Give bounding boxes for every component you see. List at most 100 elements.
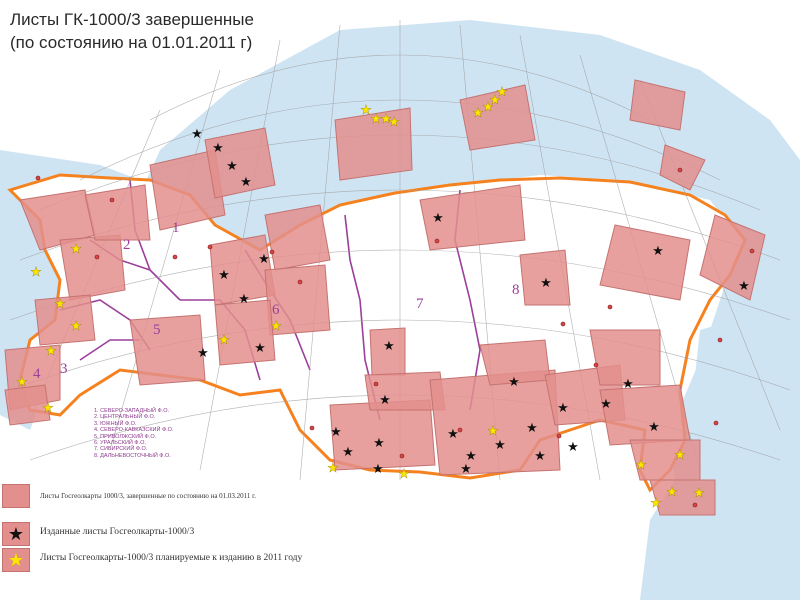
- sheet-centroid-dots: [35, 167, 755, 508]
- black-star-icon: ★: [494, 438, 506, 453]
- sheet: [649, 479, 716, 516]
- black-star-icon: ★: [226, 159, 238, 174]
- black-star-icon: ★: [557, 401, 569, 416]
- sheet: [84, 184, 151, 241]
- black-star-icon: ★: [622, 377, 634, 392]
- black-star-icon: ★: [240, 175, 252, 190]
- yellow-star-icon: ★: [489, 93, 501, 108]
- sheet: [264, 204, 331, 271]
- pacific-ocean: [660, 300, 800, 600]
- yellow-star-icon: ★: [650, 496, 662, 511]
- yellow-star-icon: ★: [674, 448, 686, 463]
- yellow-star-icon: ★: [398, 467, 410, 482]
- black-star-icon: ★: [373, 436, 385, 451]
- sheet: [214, 299, 276, 366]
- sheet: [149, 149, 226, 231]
- black-star-icon: ★: [652, 244, 664, 259]
- district-number: 2: [123, 237, 131, 253]
- black-star-icon: ★: [212, 141, 224, 156]
- planned-sheet-markers: ★ ★ ★ ★ ★ ★ ★ ★ ★ ★ ★ ★ ★ ★ ★ ★ ★ ★ ★ ★ …: [16, 85, 705, 511]
- yellow-star-icon: ★: [45, 344, 57, 359]
- yellow-star-icon: ★: [70, 242, 82, 257]
- black-star-icon: ★: [218, 268, 230, 283]
- black-star-icon: ★: [447, 427, 459, 442]
- yellow-star-icon: ★: [482, 100, 494, 115]
- sheet: [599, 384, 691, 446]
- yellow-star-icon: ★: [30, 265, 42, 280]
- sheet: [204, 127, 276, 199]
- title-line-1: Листы ГК-1000/3 завершенные: [10, 10, 254, 29]
- black-star-icon: ★: [738, 279, 750, 294]
- district-numbers: 1 2 3 4 5 6 7 8: [33, 220, 520, 382]
- black-star-icon: ★: [379, 393, 391, 408]
- district-legend-item: 1. СЕВЕРО-ЗАПАДНЫЙ Ф.О.: [94, 408, 170, 414]
- black-star-icon: ★: [238, 292, 250, 307]
- map-title: Листы ГК-1000/3 завершенные (по состояни…: [10, 8, 254, 54]
- black-star-icon: ★: [600, 397, 612, 412]
- sheet: [34, 294, 96, 346]
- black-star-icon: ★: [254, 341, 266, 356]
- map-legend: Листы Госгеолкарты 1000/3, завершенные п…: [0, 484, 420, 584]
- district-legend-item: 5. ПРИВОЛЖСКИЙ Ф.О.: [94, 433, 157, 440]
- sheet: [334, 107, 413, 181]
- sheet: [419, 184, 526, 251]
- yellow-star-icon: ★: [472, 106, 484, 121]
- black-star-icon: ★: [540, 276, 552, 291]
- yellow-star-icon: ★: [388, 115, 400, 130]
- district-number: 1: [172, 220, 180, 236]
- black-star-icon: ★: [2, 522, 30, 546]
- district-legend-item: 4. СЕВЕРО-КАВКАЗСКИЙ Ф.О.: [94, 427, 174, 434]
- legend-label: Листы Госгеолкарты 1000/3, завершенные п…: [40, 492, 257, 500]
- black-star-icon: ★: [526, 421, 538, 436]
- district-legend-item: 3. ЮЖНЫЙ Ф.О.: [94, 420, 137, 427]
- district-number: 3: [60, 361, 68, 377]
- black-star-icon: ★: [648, 420, 660, 435]
- legend-label: Изданные листы Госгеолкарты-1000/3: [40, 527, 195, 537]
- title-line-2: (по состоянию на 01.01.2011 г): [10, 33, 253, 52]
- black-star-icon: ★: [432, 211, 444, 226]
- black-star-icon: ★: [383, 339, 395, 354]
- yellow-star-icon: ★: [380, 112, 392, 127]
- black-star-icon: ★: [330, 425, 342, 440]
- district-legend-item: 7. СИБИРСКИЙ Ф.О.: [94, 446, 148, 453]
- district-legend: 1. СЕВЕРО-ЗАПАДНЫЙ Ф.О. 2. ЦЕНТРАЛЬНЫЙ Ф…: [94, 408, 194, 459]
- pink-square-icon: [2, 484, 30, 508]
- district-legend-item: 8. ДАЛЬНЕВОСТОЧНЫЙ Ф.О.: [94, 452, 171, 459]
- yellow-star-icon: ★: [496, 85, 508, 100]
- sheet: [129, 314, 206, 386]
- yellow-star-icon: ★: [635, 458, 647, 473]
- district-number: 7: [416, 296, 424, 312]
- district-legend-item: 6. УРАЛЬСКИЙ Ф.О.: [94, 440, 146, 447]
- black-star-icon: ★: [342, 445, 354, 460]
- yellow-star-icon: ★: [360, 103, 372, 118]
- yellow-star-icon: ★: [218, 333, 230, 348]
- legend-label: Листы Госгеолкарты-1000/3 планируемые к …: [40, 553, 303, 563]
- yellow-star-icon: ★: [42, 401, 54, 416]
- yellow-star-icon: ★: [693, 486, 705, 501]
- district-number: 8: [512, 282, 520, 298]
- yellow-star-icon: ★: [2, 548, 30, 572]
- black-star-icon: ★: [508, 375, 520, 390]
- sheet: [4, 384, 51, 426]
- yellow-star-icon: ★: [16, 375, 28, 390]
- yellow-star-icon: ★: [270, 319, 282, 334]
- black-star-icon: ★: [534, 449, 546, 464]
- black-star-icon: ★: [197, 346, 209, 361]
- black-star-icon: ★: [567, 440, 579, 455]
- sheet: [659, 144, 706, 191]
- district-legend-item: 2. ЦЕНТРАЛЬНЫЙ Ф.О.: [94, 414, 156, 421]
- yellow-star-icon: ★: [666, 485, 678, 500]
- black-star-icon: ★: [372, 462, 384, 477]
- yellow-star-icon: ★: [54, 297, 66, 312]
- sheet: [519, 249, 571, 306]
- black-star-icon: ★: [465, 449, 477, 464]
- sheet: [699, 214, 766, 301]
- sheet: [459, 84, 536, 151]
- sheet: [599, 224, 691, 301]
- yellow-star-icon: ★: [327, 461, 339, 476]
- yellow-star-icon: ★: [370, 112, 382, 127]
- yellow-star-icon: ★: [487, 424, 499, 439]
- district-number: 4: [33, 366, 41, 382]
- yellow-star-icon: ★: [70, 319, 82, 334]
